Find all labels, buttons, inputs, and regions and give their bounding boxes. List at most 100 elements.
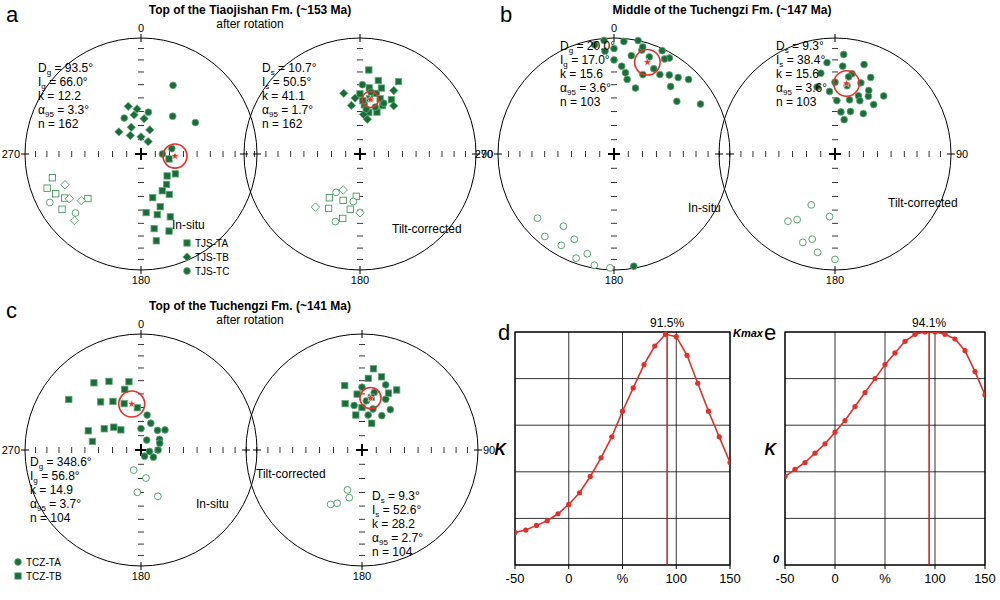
axis-tick — [557, 151, 558, 157]
direction-point — [126, 379, 132, 385]
axis-tick — [359, 367, 365, 368]
axis-tick — [357, 248, 363, 249]
axis-tick — [611, 210, 617, 211]
rim-tick — [474, 450, 482, 451]
axis-tick — [611, 139, 617, 140]
direction-point — [870, 101, 877, 108]
data-group — [785, 332, 985, 479]
axis-tick — [792, 151, 793, 157]
axis-tick — [465, 151, 466, 157]
data-point — [663, 332, 668, 337]
axis-tick — [832, 210, 838, 211]
axis-tick — [98, 151, 99, 157]
axis-tick — [611, 248, 617, 249]
tick-label: -50 — [506, 571, 525, 586]
axis-tick — [183, 151, 184, 157]
net-label: Tilt-corrected — [256, 467, 326, 481]
stat-value: = 104 — [379, 545, 413, 559]
axis-tick — [444, 447, 445, 453]
legend-entry: TJS-TB — [195, 252, 229, 263]
grid-line — [515, 471, 730, 472]
axis-tick — [138, 97, 144, 98]
axis-tick — [656, 151, 657, 157]
direction-point — [867, 74, 874, 81]
compass-label: 0 — [611, 22, 617, 34]
direction-point — [351, 94, 359, 102]
legend-marker — [183, 253, 191, 261]
stat-symbol: D — [372, 489, 381, 503]
axis-tick — [359, 555, 365, 556]
legend-entry: TJS-TA — [195, 238, 228, 249]
axis-tick — [531, 151, 532, 157]
data-point — [566, 502, 571, 507]
direction-point — [673, 98, 680, 105]
rim-tick — [362, 562, 363, 570]
axis-tick — [359, 519, 365, 520]
data-point — [952, 336, 957, 341]
axis-tick — [35, 151, 36, 157]
compass-label: 0 — [138, 22, 144, 34]
direction-point — [145, 109, 152, 116]
net: 18090Ds = 10.7°Is = 50.5°k = 41.1α95 = 1… — [240, 34, 493, 286]
axis-tick — [752, 151, 753, 157]
axis-tick — [832, 196, 838, 197]
stat-symbol: α — [560, 81, 567, 95]
axis-tick — [357, 259, 363, 260]
stat-value: = 50.5° — [269, 75, 311, 89]
net: 0180270Dg = 20.0°Ig = 17.0°k = 15.6α95 =… — [475, 22, 734, 286]
data-point — [942, 332, 947, 337]
axis-tick — [197, 151, 198, 157]
peak-line — [666, 332, 668, 565]
compass-label: 180 — [826, 274, 844, 286]
grid-line — [515, 378, 730, 379]
data-point — [523, 527, 528, 532]
rim-tick — [494, 154, 502, 155]
axis-tick — [832, 168, 838, 169]
axis-tick — [390, 447, 391, 453]
axis-tick — [832, 248, 838, 249]
stat-value: = 162 — [45, 117, 79, 131]
center-cross — [613, 148, 615, 160]
tick-label: 0 — [831, 571, 838, 586]
axis-tick — [929, 151, 930, 157]
axis-tick — [611, 223, 617, 224]
axis-tick — [683, 151, 684, 157]
axis-tick — [359, 464, 365, 465]
direction-point — [156, 440, 163, 447]
net: 18090Ds = 9.3°Is = 52.6°k = 28.2α95 = 2.… — [242, 330, 495, 582]
direction-point — [85, 428, 91, 434]
stat-value: = 9.3° — [789, 39, 824, 53]
stat-symbol: D — [776, 39, 785, 53]
stat: n = 162 — [38, 117, 79, 131]
direction-point — [841, 116, 848, 123]
direction-point — [584, 250, 591, 257]
axis-tick — [138, 71, 144, 72]
rim-tick — [726, 154, 734, 155]
direction-point — [622, 69, 629, 76]
axis-tick — [35, 447, 36, 453]
axis-tick — [126, 151, 127, 157]
direction-point — [697, 101, 704, 108]
direction-point — [97, 399, 103, 405]
stat-symbol: n — [560, 95, 567, 109]
alpha95-circle — [163, 144, 187, 168]
rim-tick — [947, 154, 955, 155]
data-point — [842, 418, 847, 423]
stat: k = 28.2 — [372, 517, 415, 531]
stat: n = 103 — [560, 95, 601, 109]
data-point — [852, 404, 857, 409]
axis-tick — [832, 236, 838, 237]
axis-tick — [138, 544, 144, 545]
line-panel: d-500%100150K91.5%Kmax — [494, 316, 763, 586]
compass-label: 180 — [605, 274, 623, 286]
axis-tick — [84, 447, 85, 453]
compass-label: 180 — [353, 570, 371, 582]
direction-point — [91, 380, 97, 386]
rim-tick — [360, 34, 361, 42]
compass-label: 90 — [483, 444, 495, 456]
direction-point — [66, 396, 72, 402]
direction-point — [369, 420, 375, 426]
axis-tick — [357, 48, 363, 49]
title: Middle of the Tuchengzi Fm. (~147 Ma) — [613, 3, 832, 17]
axis-tick — [235, 447, 236, 453]
